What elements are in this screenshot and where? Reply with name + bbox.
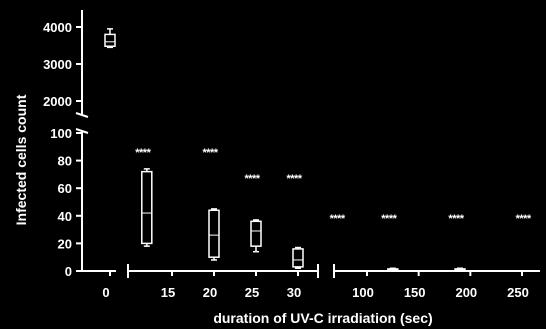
x-tick-label: 20: [203, 285, 217, 300]
significance-label: ****: [516, 213, 532, 225]
x-tick-label: 15: [161, 285, 175, 300]
y-tick-label: 20: [58, 236, 72, 251]
significance-label: ****: [135, 147, 151, 159]
significance-label: ****: [330, 213, 346, 225]
box-body: [208, 209, 220, 258]
x-axis-title: duration of UV-C irradiation (sec): [213, 310, 432, 326]
y-tick-label: 0: [65, 264, 72, 279]
significance-label: ****: [244, 173, 260, 185]
y-tick-label: 2000: [43, 94, 72, 109]
x-tick-label: 25: [245, 285, 259, 300]
y-tick-label: 60: [58, 181, 72, 196]
box-body: [292, 248, 304, 268]
significance-label: ****: [448, 213, 464, 225]
y-tick-label: 3000: [43, 57, 72, 72]
box-body: [104, 33, 116, 47]
x-tick-label: 200: [455, 285, 477, 300]
x-tick-label: 30: [287, 285, 301, 300]
y-axis-break-mark: [75, 112, 89, 118]
plot-marks: **** **** **** **** **** **** **** ****: [104, 28, 532, 272]
axis-labels: Infected cells count duration of UV-C ir…: [13, 94, 433, 326]
significance-label: ****: [202, 147, 218, 159]
y-tick-label: 4000: [43, 20, 72, 35]
x-tick-label: 0: [102, 285, 109, 300]
significance-label: ****: [286, 173, 302, 185]
significance-label: ****: [381, 213, 397, 225]
x-tick-label: 250: [507, 285, 529, 300]
y-axis-title: Infected cells count: [13, 94, 29, 225]
x-tick-label: 150: [404, 285, 426, 300]
y-tick-label: 80: [58, 154, 72, 169]
box-body: [141, 170, 153, 245]
y-tick-label: 40: [58, 209, 72, 224]
x-tick-label: 100: [352, 285, 374, 300]
y-tick-label: 100: [50, 126, 72, 141]
box-body: [250, 220, 262, 247]
